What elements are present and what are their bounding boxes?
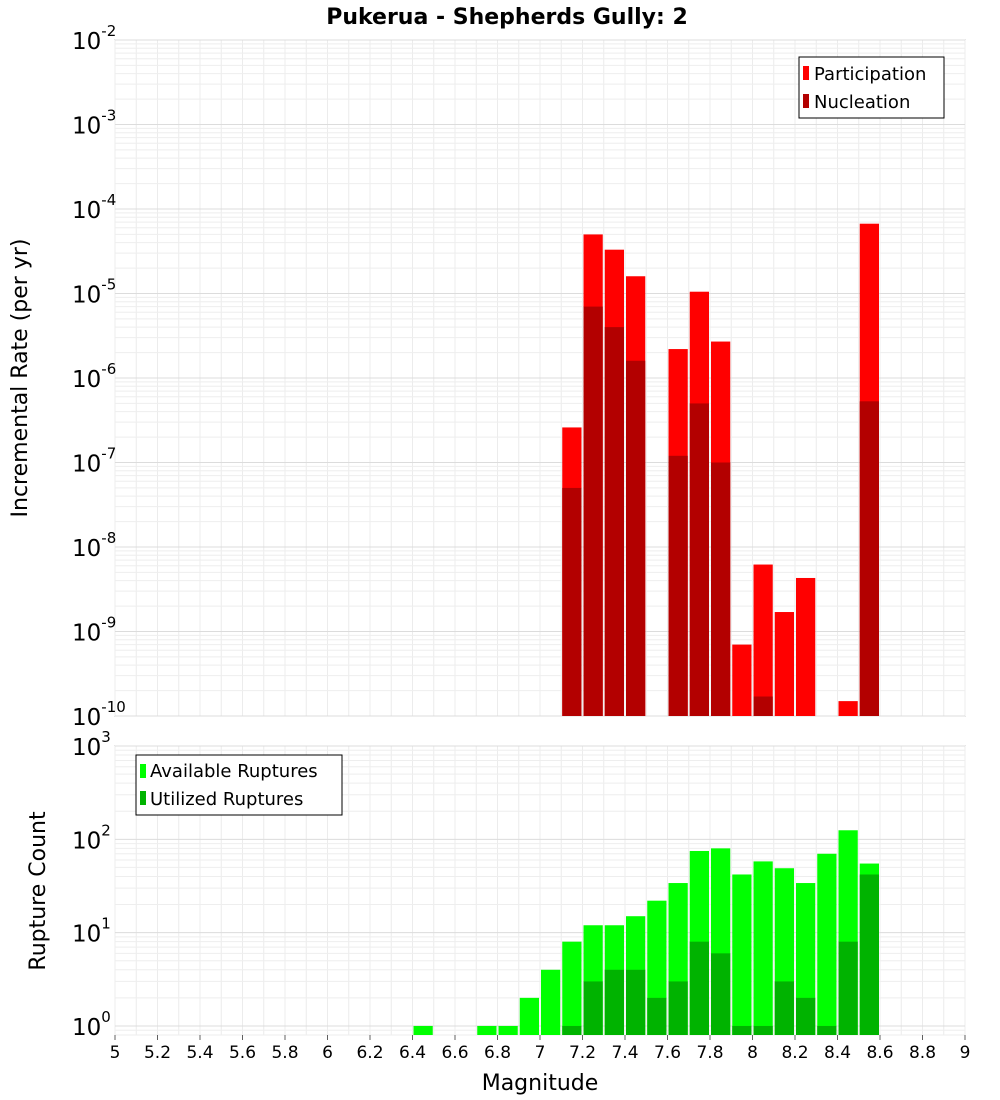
count-b-bar	[604, 969, 624, 1035]
rate-b-bar	[626, 360, 646, 716]
y-tick-label: 10-2	[72, 22, 116, 55]
count-panel: 100 101 102 103 5 5.2 5.4 5.6 5.8 6 6.2 6.4 6.6 6.8 7…	[26, 728, 970, 1096]
rate-b-bar	[604, 327, 624, 716]
rate-b-bar	[753, 696, 773, 716]
x-tick-label: 5.6	[229, 1043, 256, 1063]
x-tick-label: 7.6	[654, 1043, 681, 1063]
x-tick-label: 5.8	[271, 1043, 298, 1063]
y-tick-label: 103	[72, 728, 111, 761]
x-tick-label: 6.4	[399, 1043, 426, 1063]
x-tick-label: 6	[322, 1043, 333, 1063]
available-legend-label: Available Ruptures	[150, 761, 318, 782]
rate-b-bar	[562, 487, 582, 716]
count-b-bar	[668, 981, 688, 1035]
rate-y-axis-label: Incremental Rate (per yr)	[8, 239, 33, 518]
count-a-bar	[732, 874, 752, 1035]
y-tick-label: 101	[72, 915, 111, 948]
x-tick-label: 9	[960, 1043, 971, 1063]
y-tick-label: 10-5	[72, 276, 116, 309]
participation-legend-swatch	[803, 66, 809, 80]
rate-b-bar	[859, 401, 879, 716]
y-tick-label: 102	[72, 821, 111, 854]
x-tick-label: 8.4	[824, 1043, 851, 1063]
count-legend: Available Ruptures Utilized Ruptures	[135, 754, 343, 816]
rate-panel: 10-10 10-9 10-8 10-7 10-6 10-5 10-4 10-3 10-2 In…	[8, 22, 966, 731]
nucleation-legend-swatch	[803, 94, 809, 108]
count-b-bar	[817, 1025, 837, 1035]
rate-bars	[562, 223, 879, 717]
count-a-bar	[753, 861, 773, 1035]
count-b-bar	[583, 981, 603, 1035]
count-bars	[413, 830, 879, 1035]
x-tick-label: 8	[747, 1043, 758, 1063]
y-tick-label: 10-8	[72, 529, 116, 562]
x-axis-label: Magnitude	[482, 1071, 599, 1096]
rate-grid	[114, 39, 966, 717]
count-a-bar	[477, 1025, 497, 1035]
rate-b-bar	[583, 306, 603, 716]
count-a-bar	[541, 969, 561, 1035]
count-b-bar	[753, 1025, 773, 1035]
x-tick-label: 5.4	[186, 1043, 213, 1063]
x-tick-label: 8.6	[866, 1043, 893, 1063]
rate-b-bar	[668, 455, 688, 716]
x-tick-label: 5	[110, 1043, 121, 1063]
count-y-axis-label: Rupture Count	[26, 811, 51, 971]
count-b-bar	[647, 997, 667, 1035]
chart-title: Pukerua - Shepherds Gully: 2	[326, 5, 688, 30]
rate-b-bar	[689, 403, 709, 716]
y-tick-label: 100	[72, 1008, 111, 1041]
x-tick-label: 7.8	[696, 1043, 723, 1063]
count-b-bar	[774, 981, 794, 1035]
x-tick-label: 8.8	[909, 1043, 936, 1063]
rate-legend: Participation Nucleation	[798, 56, 945, 119]
utilized-legend-swatch	[140, 791, 146, 805]
count-a-bar	[498, 1025, 518, 1035]
count-a-bar	[796, 883, 816, 1035]
x-tick-label: 6.6	[441, 1043, 468, 1063]
count-a-bar	[519, 997, 539, 1035]
count-b-bar	[838, 941, 858, 1035]
x-tick-label: 7.4	[611, 1043, 638, 1063]
x-tick-label: 8.2	[781, 1043, 808, 1063]
count-b-bar	[626, 969, 646, 1035]
count-b-bar	[859, 874, 879, 1035]
x-tick-label: 7.2	[569, 1043, 596, 1063]
rate-a-bar	[838, 701, 858, 716]
participation-legend-label: Participation	[814, 64, 926, 85]
count-a-bar	[413, 1025, 433, 1035]
count-b-bar	[711, 953, 731, 1035]
y-tick-label: 10-6	[72, 360, 116, 393]
count-b-bar	[562, 1025, 582, 1035]
rate-a-bar	[753, 564, 773, 716]
y-tick-label: 10-4	[72, 191, 116, 224]
count-y-ticks: 100 101 102 103	[72, 728, 111, 1041]
nucleation-legend-label: Nucleation	[814, 92, 910, 113]
available-legend-swatch	[140, 764, 146, 778]
rate-a-bar	[774, 612, 794, 716]
x-tick-label: 5.2	[144, 1043, 171, 1063]
count-b-bar	[689, 941, 709, 1035]
y-tick-label: 10-9	[72, 614, 116, 647]
count-a-bar	[817, 853, 837, 1035]
count-a-bar	[562, 941, 582, 1035]
rate-a-bar	[732, 644, 752, 716]
utilized-legend-label: Utilized Ruptures	[150, 789, 303, 810]
rate-legend-box	[798, 56, 945, 119]
x-tick-label: 6.2	[356, 1043, 383, 1063]
rate-a-bar	[796, 577, 816, 716]
y-tick-label: 10-10	[72, 698, 126, 731]
rate-b-bar	[711, 462, 731, 716]
rate-y-ticks: 10-10 10-9 10-8 10-7 10-6 10-5 10-4 10-3 10-2	[72, 22, 126, 731]
count-b-bar	[796, 997, 816, 1035]
count-b-bar	[732, 1025, 752, 1035]
y-tick-label: 10-7	[72, 445, 116, 478]
x-tick-label: 7	[535, 1043, 546, 1063]
magnitude-x-ticks: 5 5.2 5.4 5.6 5.8 6 6.2 6.4 6.6 6.8 7 7.2 7.4 7.6 7.8 8…	[110, 1035, 971, 1063]
y-tick-label: 10-3	[72, 107, 116, 140]
count-legend-box	[135, 754, 343, 816]
x-tick-label: 6.8	[484, 1043, 511, 1063]
